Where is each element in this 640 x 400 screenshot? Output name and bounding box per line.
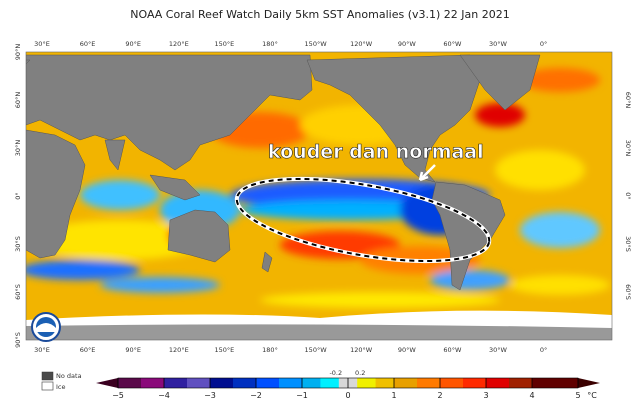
lon-label: 90°W xyxy=(398,346,417,354)
colorbar-segment xyxy=(187,378,211,388)
annotation-text: kouder dan normaal xyxy=(268,141,484,163)
colorbar-segment xyxy=(555,378,579,388)
chart-title: NOAA Coral Reef Watch Daily 5km SST Anom… xyxy=(130,8,510,21)
lon-label: 60°W xyxy=(443,40,462,48)
lon-label: 150°E xyxy=(215,40,235,48)
colorbar-tick-label: −4 xyxy=(158,391,170,400)
colorbar-segment xyxy=(417,378,441,388)
colorbar-segment xyxy=(256,378,280,388)
lat-label: 60°N xyxy=(14,92,22,109)
colorbar-segment xyxy=(375,378,395,388)
lat-label: 30°N xyxy=(624,140,632,157)
lon-label: 90°E xyxy=(125,346,141,354)
colorbar-min-arrow xyxy=(96,378,118,388)
map-frame xyxy=(25,51,613,341)
lon-label: 90°E xyxy=(125,40,141,48)
colorbar-segment xyxy=(357,378,377,388)
lon-label: 150°W xyxy=(305,40,328,48)
lon-label: 0° xyxy=(540,346,547,354)
colorbar-segment xyxy=(233,378,257,388)
colorbar-segment xyxy=(394,378,418,388)
colorbar-segment xyxy=(320,378,340,388)
colorbar-segment xyxy=(164,378,188,388)
lon-label: 180° xyxy=(262,346,278,354)
top-longitude-labels: 30°E 60°E 90°E 120°E 150°E 180° 150°W 120°W 90°W… xyxy=(34,40,547,48)
lat-label: 60°S xyxy=(14,284,22,300)
lon-label: 60°W xyxy=(443,346,462,354)
colorbar-tick-label: −5 xyxy=(112,391,124,400)
lon-label: 30°E xyxy=(34,40,50,48)
legend-keys: No data Ice xyxy=(41,371,82,391)
colorbar-tick-label: −2 xyxy=(250,391,262,400)
colorbar-tick-label: 4 xyxy=(529,391,534,400)
colorbar-segment xyxy=(463,378,487,388)
colorbar-tick-label: 3 xyxy=(483,391,488,400)
lon-label: 120°E xyxy=(169,40,189,48)
colorbar-minor-label: -0.2 xyxy=(329,369,342,377)
colorbar-segment xyxy=(210,378,234,388)
lat-label: 30°N xyxy=(14,140,22,157)
lat-label: 0° xyxy=(624,192,632,199)
left-latitude-labels: 90°N 60°N 30°N 0° 30°S 60°S 90°S xyxy=(14,44,22,348)
bottom-longitude-labels: 30°E 60°E 90°E 120°E 150°E 180° 150°W 120°W 90°W… xyxy=(34,346,547,354)
colorbar-segment xyxy=(486,378,510,388)
colorbar-tick-label: 2 xyxy=(437,391,442,400)
lon-label: 150°W xyxy=(305,346,328,354)
lon-label: 120°W xyxy=(350,40,373,48)
colorbar-segment xyxy=(532,378,556,388)
colorbar-max-arrow xyxy=(578,378,600,388)
noaa-logo xyxy=(31,312,61,342)
lon-label: 60°E xyxy=(80,40,96,48)
colorbar-segment xyxy=(118,378,142,388)
colorbar-segment xyxy=(302,378,321,388)
colorbar-segment xyxy=(141,378,165,388)
colorbar: −5 −4 −3 −2 −1 0 1 2 3 4 5 -0.2 0.2 °C xyxy=(96,369,600,400)
lat-label: 0° xyxy=(14,192,22,199)
no-data-swatch xyxy=(41,371,54,381)
lon-label: 180° xyxy=(262,40,278,48)
ice-swatch xyxy=(41,381,54,391)
colorbar-tick-label: −1 xyxy=(296,391,308,400)
lon-label: 30°E xyxy=(34,346,50,354)
lat-label: 30°S xyxy=(624,236,632,252)
annotation-arrow xyxy=(418,164,436,182)
right-latitude-labels: 60°N 30°N 0° 30°S 60°S xyxy=(624,92,632,300)
lat-label: 60°N xyxy=(624,92,632,109)
colorbar-minor-label: 0.2 xyxy=(355,369,365,377)
colorbar-tick-label: 0 xyxy=(345,391,350,400)
lon-label: 150°E xyxy=(215,346,235,354)
map-area xyxy=(26,52,612,340)
lon-label: 60°E xyxy=(80,346,96,354)
lon-label: 120°W xyxy=(350,346,373,354)
colorbar-segment xyxy=(279,378,303,388)
lat-label: 60°S xyxy=(624,284,632,300)
antarctica-land xyxy=(26,324,612,340)
colorbar-tick-label: 5 xyxy=(575,391,580,400)
annotation-ellipse-dashes xyxy=(235,177,491,263)
lat-label: 90°S xyxy=(14,332,22,348)
lon-label: 0° xyxy=(540,40,547,48)
lon-label: 120°E xyxy=(169,346,189,354)
colorbar-tick-label: −3 xyxy=(204,391,216,400)
colorbar-segment xyxy=(509,378,533,388)
colorbar-tick-label: 1 xyxy=(391,391,396,400)
lon-label: 90°W xyxy=(398,40,417,48)
colorbar-unit: °C xyxy=(587,391,597,400)
lon-label: 30°W xyxy=(489,346,508,354)
lon-label: 30°W xyxy=(489,40,508,48)
no-data-label: No data xyxy=(56,372,82,380)
ice-label: Ice xyxy=(56,383,66,391)
lat-label: 90°N xyxy=(14,44,22,61)
lat-label: 30°S xyxy=(14,236,22,252)
colorbar-segment xyxy=(440,378,464,388)
